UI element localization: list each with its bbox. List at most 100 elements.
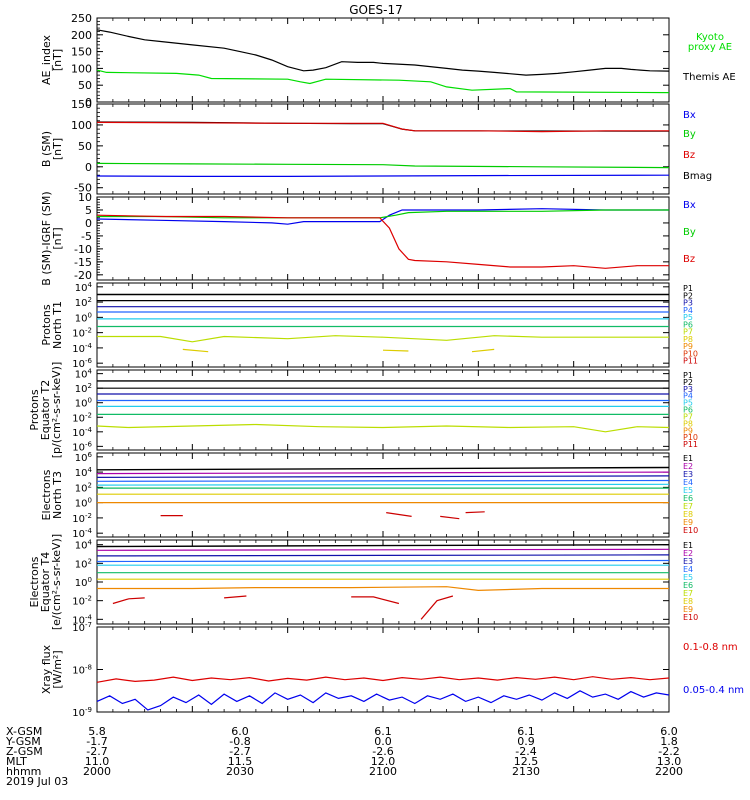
- footer-value: 6.0: [231, 725, 249, 738]
- y-tick-label: 104: [75, 539, 93, 552]
- footer-value: 6.1: [374, 725, 392, 738]
- y-tick-label: 10-4: [72, 527, 92, 540]
- legend-label: P10: [683, 433, 698, 442]
- legend-label: P7: [683, 328, 693, 337]
- legend-label: P1: [683, 371, 693, 380]
- legend-label: P4: [683, 392, 693, 401]
- series-line: [96, 29, 670, 76]
- legend-label: Bz: [683, 254, 695, 265]
- series-line: [96, 208, 669, 225]
- series-line: [224, 595, 247, 599]
- y-tick-label: 150: [71, 46, 92, 59]
- legend-label: E8: [683, 597, 693, 606]
- legend-label: E5: [683, 486, 693, 495]
- footer-value: -2.4: [515, 745, 536, 758]
- y-tick-label: 250: [71, 12, 92, 25]
- series-line: [96, 483, 670, 486]
- y-tick-label: 100: [71, 62, 92, 75]
- y-axis-label: AE_index: [40, 34, 53, 85]
- footer-value: 6.0: [660, 725, 678, 738]
- legend-label: E7: [683, 502, 693, 511]
- series-line: [382, 349, 409, 352]
- series-line: [96, 69, 670, 94]
- y-tick-label: 10-6: [72, 357, 92, 370]
- footer-value: 5.8: [88, 725, 106, 738]
- legend-label: P7: [683, 412, 693, 421]
- y-tick-label: 200: [71, 29, 92, 42]
- series-line: [96, 471, 670, 475]
- legend-label: P6: [683, 320, 693, 329]
- footer-value: 6.1: [517, 725, 535, 738]
- legend-label: 0.05-0.4 nm: [683, 685, 744, 696]
- panel-frame: [96, 103, 670, 195]
- y-axis-label: Equator T2: [39, 380, 52, 440]
- series-line: [97, 209, 669, 219]
- y-tick-label: 10-4: [72, 426, 92, 439]
- series-line: [96, 690, 670, 711]
- y-tick-label: 104: [75, 466, 93, 479]
- y-tick-label: 10-7: [72, 621, 92, 634]
- y-tick-label: 0: [85, 217, 92, 230]
- legend-label: Kyoto: [696, 32, 724, 43]
- panel-2: -50 0 50 100 150 B (SM)[nT] Bx By Bz Bmag: [40, 98, 712, 195]
- series-line: [96, 466, 670, 471]
- series-line: [96, 559, 670, 563]
- y-tick-label: 5: [85, 204, 92, 217]
- y-axis-label: Equator T4: [39, 552, 52, 612]
- series-line: [96, 676, 670, 683]
- series-line: [471, 348, 495, 353]
- panel-frame: [96, 17, 670, 103]
- y-axis-label: Xray flux: [40, 644, 53, 694]
- footer-value: -2.2: [658, 745, 679, 758]
- y-tick-label: 0: [85, 161, 92, 174]
- y-axis-label: B (SM)-IGRF (SM): [40, 191, 53, 285]
- footer-group: X-GSM 5.8 6.0 6.1 6.1 6.0 Y-GSM -1.7 -0.8 0.0 0.9 1…: [5, 725, 683, 788]
- legend-label: P11: [683, 357, 698, 366]
- legend-label: Themis AE: [682, 72, 736, 83]
- series-line: [420, 595, 454, 620]
- footer-value: 2030: [226, 765, 254, 778]
- legend-label: E4: [683, 478, 693, 487]
- y-tick-label: 104: [75, 368, 93, 381]
- y-tick-label: 102: [75, 481, 92, 494]
- y-axis-label: Protons: [28, 389, 41, 430]
- y-tick-label: 100: [75, 576, 92, 589]
- y-tick-label: -50: [74, 182, 92, 195]
- footer-row-label: MLT: [6, 755, 27, 768]
- series-line: [386, 512, 412, 517]
- legend-label: P5: [683, 399, 693, 408]
- y-tick-label: 10-6: [72, 440, 92, 453]
- legend-label: E6: [683, 581, 693, 590]
- y-axis-label: [p/(cm²-s-sr-keV)]: [50, 362, 63, 459]
- y-tick-label: 10-9: [72, 706, 92, 719]
- footer-value: 1.8: [660, 735, 678, 748]
- legend-label: P3: [683, 385, 693, 394]
- y-tick-label: 102: [75, 557, 92, 570]
- series-line: [97, 586, 669, 592]
- footer-value: -0.8: [229, 735, 250, 748]
- series-line: [96, 121, 669, 133]
- y-tick-label: 50: [78, 140, 92, 153]
- legend-label: E10: [683, 613, 698, 622]
- series-line: [112, 597, 145, 605]
- panel-frame: [96, 452, 670, 538]
- y-tick-label: 100: [75, 497, 92, 510]
- footer-value: -1.7: [86, 735, 107, 748]
- legend-label: P8: [683, 335, 693, 344]
- y-tick-label: 10-4: [72, 613, 92, 626]
- y-tick-label: 100: [71, 119, 92, 132]
- footer-value: 0.9: [517, 735, 535, 748]
- legend-label: P4: [683, 306, 693, 315]
- y-tick-label: 0: [85, 96, 92, 109]
- panel-frame: [96, 626, 670, 713]
- y-axis-label: [nT]: [51, 49, 64, 71]
- y-axis-label: Electrons: [40, 469, 53, 520]
- series-line: [96, 423, 670, 433]
- legend-label: E2: [683, 462, 693, 471]
